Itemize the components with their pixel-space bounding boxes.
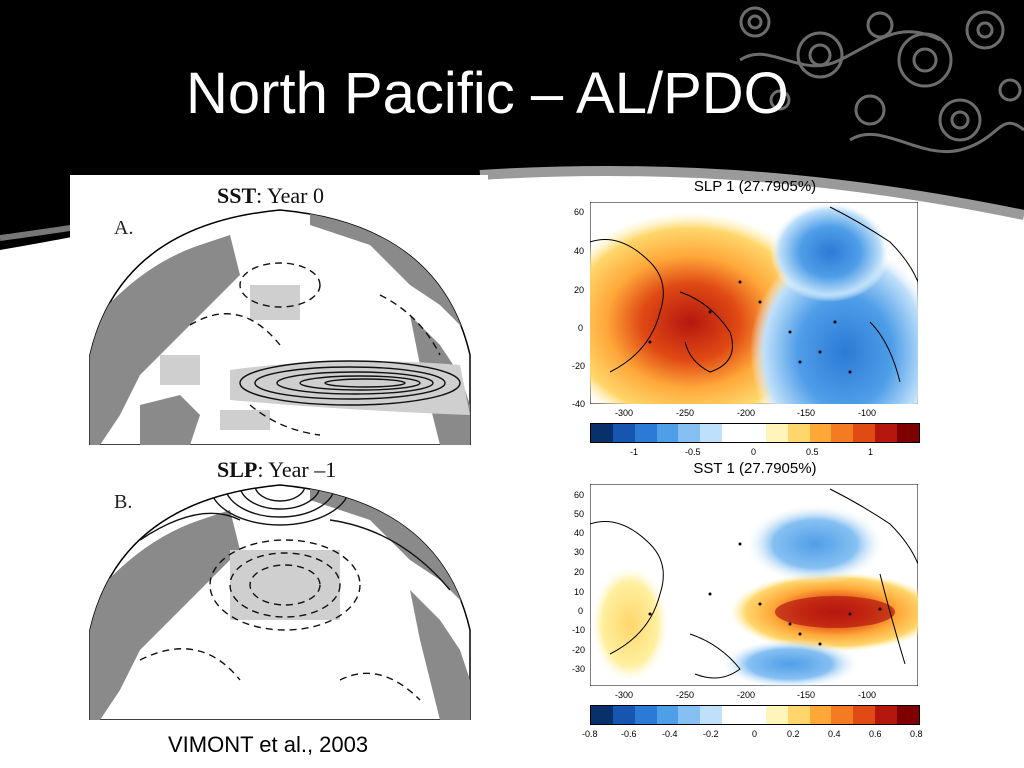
panel-b-title: SLP: Year –1 xyxy=(217,457,337,482)
colorbar-swatch xyxy=(853,706,876,724)
colorbar-swatch xyxy=(591,706,613,724)
slp-xtick: -100 xyxy=(858,408,877,418)
sst-cbtick: 0.6 xyxy=(869,729,882,739)
sst-ytick: -20 xyxy=(572,645,586,655)
sst-cbtick: 0.2 xyxy=(787,729,800,739)
sst-xtick: -300 xyxy=(615,690,634,700)
sst-cbtick: 0 xyxy=(752,729,758,739)
slp-ytick: 0 xyxy=(578,323,584,333)
sst-ytick: 10 xyxy=(574,587,585,597)
slp-cbtick: 1 xyxy=(868,447,874,457)
panel-b-label: B. xyxy=(114,491,133,513)
slide-title: North Pacific – AL/PDO xyxy=(186,61,789,126)
sst-ytick: -30 xyxy=(572,664,586,674)
colorbar-swatch xyxy=(897,424,919,442)
sst-xtick: -150 xyxy=(797,690,816,700)
panel-a-label: A. xyxy=(114,217,134,239)
slp-map-title: SLP 1 (27.7905%) xyxy=(693,178,817,195)
sst-ytick: 50 xyxy=(574,509,585,519)
colorbar-swatch xyxy=(634,424,657,442)
slp-colorbar xyxy=(590,423,920,443)
slp-cbtick: -0.5 xyxy=(685,447,701,457)
colorbar-swatch xyxy=(875,706,898,724)
colorbar-swatch xyxy=(809,424,832,442)
colorbar-swatch xyxy=(765,706,788,724)
colorbar-swatch xyxy=(700,424,723,442)
slp-ytick: 40 xyxy=(574,246,585,256)
swirl-ornament xyxy=(739,6,1024,154)
colorbar-swatch xyxy=(700,706,723,724)
slp-cbtick: 0 xyxy=(751,447,757,457)
panel-a-title: SST: Year 0 xyxy=(217,183,325,208)
sst-year0-map xyxy=(89,209,471,445)
colorbar-swatch xyxy=(853,424,876,442)
colorbar-swatch xyxy=(831,706,854,724)
colorbar-swatch xyxy=(744,424,766,442)
station-dots xyxy=(648,280,852,374)
sst-eof-map xyxy=(590,484,918,686)
station-dots xyxy=(648,542,882,646)
sst-colorbar xyxy=(590,705,920,725)
slp-eof-map xyxy=(590,202,918,404)
colorbar-swatch xyxy=(656,424,679,442)
sst-cbtick: -0.2 xyxy=(703,729,719,739)
slp-cbtick: -1 xyxy=(630,447,639,457)
sst-cbtick: -0.6 xyxy=(621,729,637,739)
sst-ytick: 40 xyxy=(574,528,585,538)
colorbar-swatch xyxy=(612,706,635,724)
sst-cbtick: 0.8 xyxy=(910,729,923,739)
sst-cbtick: -0.8 xyxy=(582,729,598,739)
slp-year-minus1-map xyxy=(89,484,471,720)
colorbar-swatch xyxy=(678,424,701,442)
colorbar-swatch xyxy=(591,424,613,442)
sst-ytick: 0 xyxy=(578,606,584,616)
slp-ytick: -20 xyxy=(572,361,586,371)
sst-ytick: 60 xyxy=(574,490,585,500)
colorbar-swatch xyxy=(875,424,898,442)
slp-ytick: 20 xyxy=(574,285,585,295)
colorbar-swatch xyxy=(897,706,919,724)
colorbar-swatch xyxy=(722,424,745,442)
colorbar-swatch xyxy=(744,706,766,724)
colorbar-swatch xyxy=(765,424,788,442)
slp-ytick: -40 xyxy=(572,399,586,409)
colorbar-swatch xyxy=(787,706,810,724)
sst-ytick: -10 xyxy=(572,625,586,635)
slp-ytick: 60 xyxy=(574,207,585,217)
colorbar-swatch xyxy=(787,424,810,442)
colorbar-swatch xyxy=(831,424,854,442)
sst-xtick: -100 xyxy=(858,690,877,700)
colorbar-swatch xyxy=(634,706,657,724)
colorbar-swatch xyxy=(678,706,701,724)
citation: VIMONT et al., 2003 xyxy=(168,732,369,757)
sst-map-title: SST 1 (27.7905%) xyxy=(693,460,817,477)
slp-xtick: -250 xyxy=(676,408,695,418)
sst-xtick: -250 xyxy=(676,690,695,700)
sst-ytick: 20 xyxy=(574,567,585,577)
colorbar-swatch xyxy=(722,706,745,724)
slp-xtick: -200 xyxy=(737,408,756,418)
colorbar-swatch xyxy=(612,424,635,442)
sst-xtick: -200 xyxy=(737,690,756,700)
colorbar-swatch xyxy=(656,706,679,724)
slp-xtick: -300 xyxy=(615,408,634,418)
slp-xtick: -150 xyxy=(797,408,816,418)
sst-ytick: 30 xyxy=(574,547,585,557)
sst-cbtick: -0.4 xyxy=(662,729,678,739)
sst-cbtick: 0.4 xyxy=(828,729,841,739)
colorbar-swatch xyxy=(809,706,832,724)
vimont-figure: SST: Year 0 A. xyxy=(70,175,488,723)
slp-cbtick: 0.5 xyxy=(806,447,819,457)
